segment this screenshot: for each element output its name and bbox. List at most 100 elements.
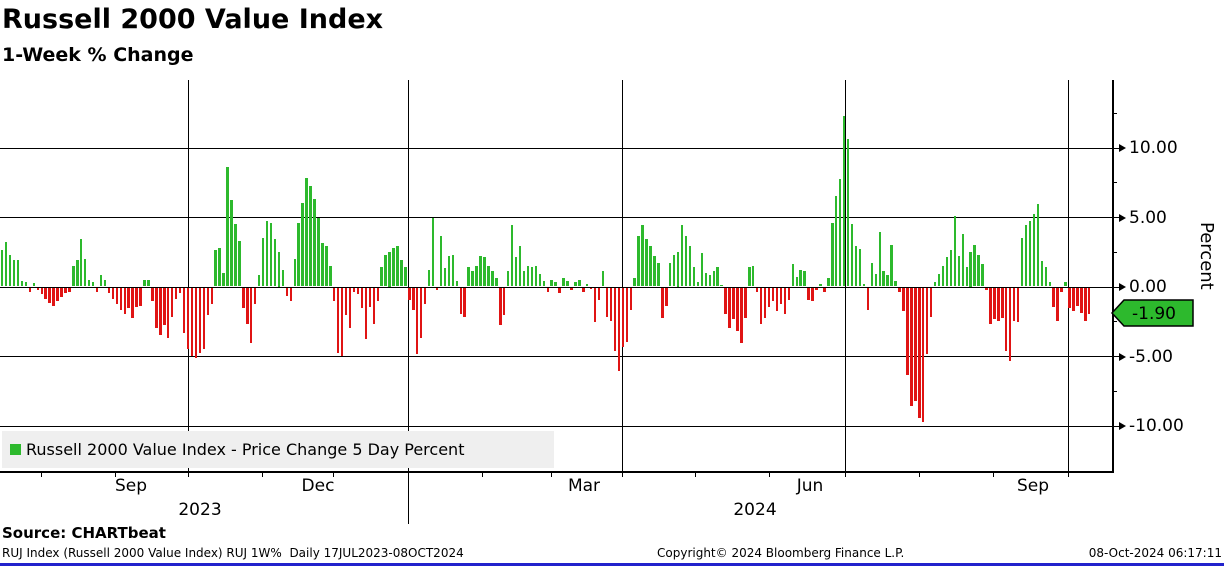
- bar: [510, 225, 514, 287]
- bar: [404, 267, 407, 287]
- bar: [253, 287, 257, 305]
- bar: [1028, 221, 1032, 287]
- bar: [408, 287, 411, 300]
- y-tick-label: -10.00: [1129, 416, 1184, 436]
- bar: [103, 279, 107, 287]
- bar: [621, 287, 625, 348]
- bar: [922, 287, 925, 423]
- bar: [261, 237, 265, 287]
- y-tick: [1112, 147, 1120, 149]
- bar: [174, 287, 178, 299]
- bar: [28, 287, 32, 292]
- y-tick-arrow-icon: [1119, 422, 1126, 430]
- bar: [815, 287, 818, 291]
- bar: [56, 287, 59, 302]
- bar: [981, 264, 984, 287]
- bar: [186, 287, 190, 349]
- y-tick-arrow-icon: [1119, 283, 1126, 291]
- horizontal-gridline: [0, 356, 1112, 357]
- bar: [613, 287, 617, 352]
- bar: [163, 287, 166, 326]
- year-divider: [408, 471, 409, 524]
- bar: [84, 258, 87, 287]
- bar: [167, 287, 170, 338]
- bar: [562, 278, 565, 287]
- bar: [649, 246, 652, 287]
- bar: [459, 287, 462, 314]
- bar: [281, 269, 285, 287]
- y-minor-tick: [1112, 321, 1117, 323]
- bar: [111, 287, 115, 299]
- y-axis-line: [1112, 80, 1114, 471]
- bar: [914, 287, 917, 402]
- bar: [756, 287, 759, 292]
- bar: [1008, 287, 1012, 362]
- bar: [1060, 287, 1063, 292]
- bar: [1005, 287, 1008, 352]
- bar: [190, 287, 194, 356]
- vertical-gridline: [188, 80, 189, 471]
- bar: [973, 244, 976, 287]
- bar: [388, 251, 391, 287]
- bar: [542, 280, 545, 287]
- bar: [309, 186, 312, 287]
- bar: [115, 287, 119, 305]
- bar: [36, 287, 39, 291]
- bar: [633, 278, 636, 287]
- bar: [506, 271, 510, 287]
- bar: [945, 257, 949, 287]
- bar: [985, 287, 988, 291]
- x-month-label: Mar: [567, 476, 601, 496]
- bar: [463, 287, 466, 317]
- horizontal-gridline: [0, 147, 1112, 149]
- bar: [961, 233, 964, 287]
- bar: [712, 271, 715, 287]
- bar: [206, 287, 209, 316]
- bar: [76, 260, 79, 287]
- bar: [997, 287, 1000, 321]
- footer-ticker-info: RUJ Index (Russell 2000 Value Index) RUJ…: [2, 546, 464, 560]
- bar: [601, 271, 605, 287]
- bar: [24, 282, 28, 287]
- bar: [289, 287, 292, 302]
- bar: [704, 272, 708, 287]
- x-tick: [115, 471, 116, 477]
- bar: [578, 279, 581, 287]
- bar: [392, 247, 395, 287]
- y-tick-label: 5.00: [1129, 207, 1167, 228]
- bar: [1072, 287, 1075, 312]
- footer-timestamp: 08-Oct-2024 06:17:11: [1088, 546, 1222, 560]
- bar: [119, 287, 123, 310]
- horizontal-gridline: [0, 425, 1112, 427]
- bar: [1036, 204, 1040, 287]
- bar: [503, 287, 506, 316]
- bar: [629, 287, 632, 310]
- bar: [435, 287, 439, 291]
- bar: [293, 258, 296, 287]
- bar: [609, 287, 613, 321]
- bar: [423, 287, 427, 305]
- bar: [669, 262, 672, 287]
- bar: [416, 287, 419, 355]
- vertical-gridline: [622, 80, 623, 471]
- last-value-text: -1.90: [1132, 304, 1176, 324]
- bar: [680, 225, 684, 287]
- bar: [87, 279, 91, 287]
- bar: [858, 248, 862, 287]
- vertical-gridline: [408, 80, 409, 471]
- bar: [376, 287, 379, 302]
- bar: [846, 139, 850, 287]
- bar: [878, 232, 881, 287]
- bar: [226, 166, 229, 287]
- bar: [1001, 287, 1004, 319]
- bar: [372, 287, 375, 324]
- bar: [886, 275, 889, 287]
- legend[interactable]: Russell 2000 Value Index - Price Change …: [2, 431, 554, 468]
- bar: [842, 115, 846, 287]
- bar: [238, 240, 241, 287]
- bar: [95, 287, 99, 292]
- bar: [1080, 287, 1083, 313]
- bar: [653, 255, 656, 287]
